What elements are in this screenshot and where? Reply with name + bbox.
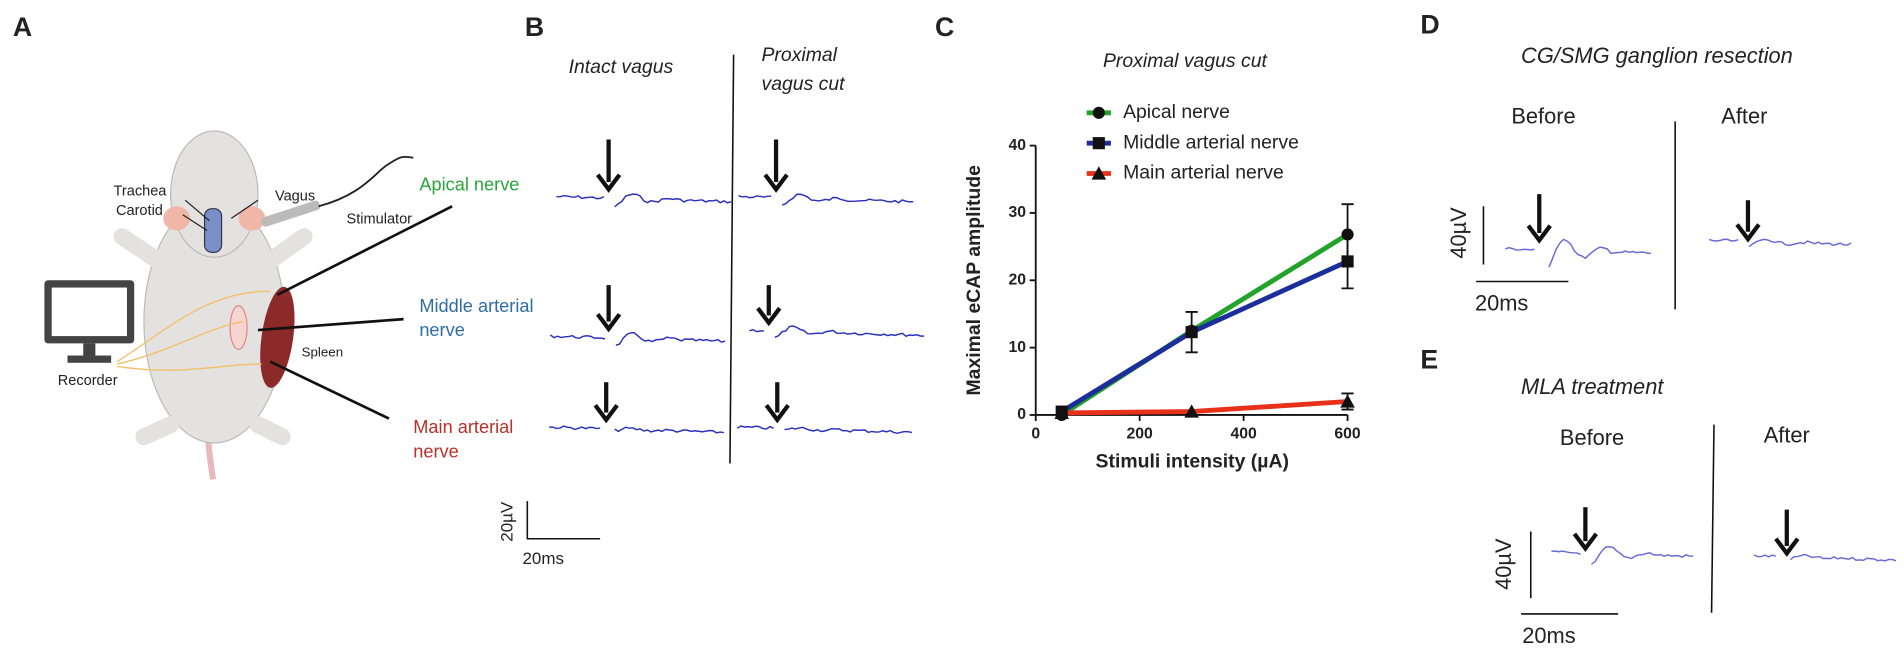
scale-bar [1476, 206, 1569, 283]
nerve-label: nerve [413, 441, 459, 461]
nerve-label: nerve [419, 320, 465, 340]
scale-bar [526, 501, 601, 540]
data-point [1185, 326, 1198, 339]
condition-label: Intact vagus [569, 56, 674, 78]
data-point [1341, 228, 1354, 241]
x-tick-label: 200 [1127, 426, 1154, 443]
panel-letter: A [13, 12, 32, 42]
data-point [1091, 166, 1107, 180]
ecap-trace [1708, 238, 1852, 248]
ecap-trace [749, 325, 925, 338]
y-axis-title: Maximal eCAP amplitude [963, 165, 985, 396]
stimulus-arrowhead [763, 173, 789, 193]
nerve-label: Main arterial [413, 417, 513, 437]
scale-label: 20µV [497, 501, 516, 542]
condition-label: Proximal [762, 44, 838, 66]
data-point [1092, 106, 1105, 119]
divider [729, 54, 735, 464]
condition-label: After [1764, 423, 1810, 448]
scale-label: 40µV [1491, 538, 1516, 590]
label: Vagus [275, 188, 315, 204]
stimulus-arrowhead [756, 306, 782, 327]
panel-title: MLA treatment [1521, 374, 1664, 399]
stimulus-arrowhead [596, 173, 622, 193]
legend-label: Main arterial nerve [1123, 162, 1284, 184]
y-tick-label: 0 [1017, 406, 1026, 423]
scale-bar [1521, 531, 1619, 615]
divider [1710, 424, 1715, 613]
label: Recorder [58, 373, 118, 389]
panel-letter: E [1420, 345, 1438, 375]
x-tick-label: 600 [1334, 426, 1361, 443]
panel-letter: C [935, 12, 954, 42]
x-tick-label: 0 [1031, 426, 1040, 443]
condition-label: After [1721, 103, 1767, 128]
stimulus-arrowhead [764, 403, 790, 424]
pointer-arrows [257, 205, 453, 420]
scale-label: 20ms [1522, 623, 1575, 648]
label: Carotid [116, 203, 163, 219]
condition-label: Before [1560, 425, 1624, 450]
stimulus-arrowhead [1526, 224, 1552, 244]
nerve-label: Middle arterial [419, 296, 533, 316]
condition-label: Before [1511, 103, 1575, 128]
data-point [1054, 405, 1069, 420]
ecap-trace [549, 331, 726, 346]
stimulus-arrowhead [1572, 532, 1598, 552]
stimulus-arrowhead [593, 403, 619, 424]
panel-letter: B [525, 12, 544, 42]
panel-title: CG/SMG ganglion resection [1521, 43, 1793, 68]
data-point [1340, 394, 1355, 408]
ecap-trace [736, 425, 913, 435]
traces [549, 139, 1897, 565]
legend-label: Middle arterial nerve [1123, 131, 1299, 153]
ecap-trace [556, 193, 732, 208]
ecap-trace [1753, 553, 1897, 562]
scale-label: 20ms [522, 549, 564, 568]
data-point [1092, 137, 1105, 150]
condition-label: vagus cut [762, 73, 847, 95]
label: Stimulator [347, 211, 413, 227]
mouse-illustration [44, 130, 414, 480]
y-tick-label: 40 [1008, 137, 1026, 154]
label: Spleen [302, 345, 344, 360]
legend-label: Apical nerve [1123, 101, 1230, 123]
nerve-label: Apical nerve [419, 174, 519, 194]
panel-letter: D [1420, 10, 1439, 40]
label: Trachea [114, 184, 168, 200]
ecap-trace [1551, 546, 1694, 565]
x-tick-label: 400 [1230, 426, 1257, 443]
scale-label: 20ms [1475, 290, 1528, 315]
y-tick-label: 30 [1008, 204, 1026, 221]
stimulus-arrowhead [1774, 537, 1800, 557]
series-line [1061, 399, 1348, 416]
scale-label: 40µV [1446, 207, 1471, 259]
chart-title: Proximal vagus cut [1103, 50, 1269, 72]
ecap-trace [1505, 238, 1651, 268]
data-point [1341, 255, 1354, 268]
ecap-trace [738, 193, 914, 206]
stimulus-arrowhead [596, 312, 622, 333]
data-point [1184, 404, 1199, 418]
y-tick-label: 10 [1008, 339, 1026, 356]
y-tick-label: 20 [1008, 271, 1026, 288]
ecap-trace [549, 425, 724, 434]
x-axis-title: Stimuli intensity (µA) [1096, 450, 1289, 472]
stimulus-arrowhead [1735, 223, 1761, 243]
